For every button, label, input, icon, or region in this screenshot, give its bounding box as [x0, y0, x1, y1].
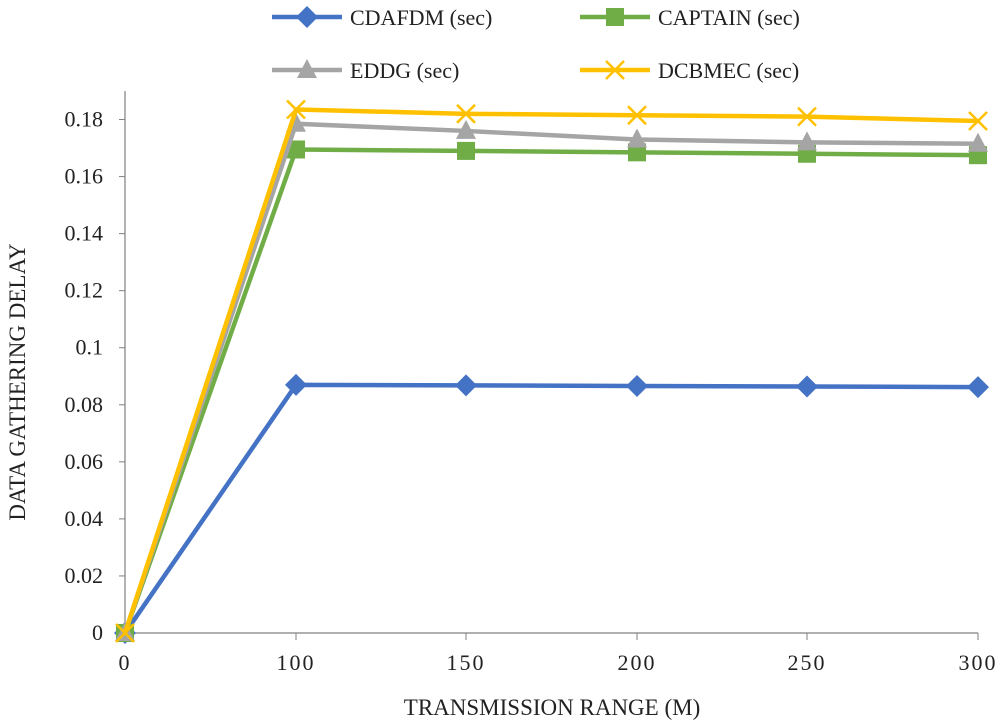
y-tick-label: 0.16 — [65, 164, 104, 189]
legend-marker — [297, 59, 317, 78]
y-tick-label: 0.02 — [65, 563, 104, 588]
series-line — [122, 382, 981, 636]
data-point — [797, 106, 817, 127]
series-dcbmec-sec — [115, 99, 988, 643]
legend-entry: CDAFDM (sec) — [272, 5, 492, 30]
data-point — [287, 140, 305, 159]
legend-marker — [605, 60, 625, 80]
data-point — [626, 374, 648, 397]
y-tick-label: 0.14 — [65, 221, 104, 246]
series-cdafdm-sec — [114, 373, 989, 644]
data-point — [285, 373, 307, 396]
y-axis-title: DATA GATHERING DELAY — [5, 243, 30, 521]
legend-label: CDAFDM (sec) — [350, 5, 492, 30]
data-point — [797, 131, 817, 151]
legend-marker — [296, 6, 318, 28]
data-point — [457, 141, 475, 160]
y-tick-label: 0.08 — [65, 392, 104, 417]
y-tick-label: 0.04 — [65, 506, 104, 531]
x-tick-label: 300 — [959, 650, 998, 675]
x-tick-label: 150 — [447, 650, 486, 675]
legend-entry: EDDG (sec) — [272, 58, 459, 83]
series-eddg-sec — [115, 112, 988, 641]
data-point — [967, 376, 989, 399]
axes: 0 0.02 0.04 0.06 0.08 0.1 0.12 0.14 0.16 0.18 0 100… — [65, 91, 998, 675]
data-point — [968, 132, 988, 152]
series-layer — [114, 99, 989, 644]
x-axis-title: TRANSMISSION RANGE (M) — [404, 695, 700, 720]
legend-label: CAPTAIN (sec) — [658, 5, 800, 30]
legend: CDAFDM (sec) CAPTAIN (sec) EDDG (sec) DCBME… — [272, 5, 800, 83]
x-tick-label: 200 — [618, 650, 657, 675]
x-tick-label: 0 — [119, 650, 132, 675]
series-captain-sec — [116, 140, 987, 642]
legend-label: DCBMEC (sec) — [658, 58, 799, 83]
data-point — [456, 119, 476, 139]
data-point — [796, 375, 818, 398]
data-point — [455, 374, 477, 397]
data-point — [286, 99, 306, 120]
series-line — [122, 121, 981, 636]
legend-entry: DCBMEC (sec) — [580, 58, 799, 83]
legend-entry: CAPTAIN (sec) — [580, 5, 800, 30]
data-point — [628, 143, 646, 162]
legend-label: EDDG (sec) — [350, 58, 459, 83]
x-tick-label: 100 — [277, 650, 316, 675]
series-line — [122, 107, 981, 636]
series-line — [122, 147, 981, 636]
y-tick-label: 0.12 — [65, 278, 104, 303]
x-tick-label: 250 — [788, 650, 827, 675]
data-point — [456, 103, 476, 124]
y-tick-label: 0.1 — [76, 335, 104, 360]
data-point — [627, 105, 647, 126]
data-point — [115, 623, 135, 643]
y-tick-label: 0.06 — [65, 449, 104, 474]
y-tick-label: 0 — [92, 620, 103, 645]
y-tick-label: 0.18 — [65, 107, 104, 132]
legend-marker — [606, 8, 624, 26]
data-point — [968, 111, 988, 131]
data-point — [627, 128, 647, 148]
